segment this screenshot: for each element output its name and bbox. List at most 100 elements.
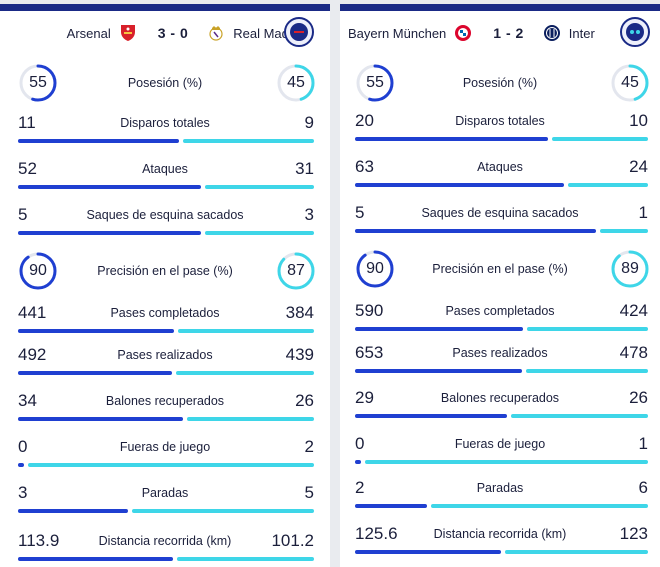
away-stat-value: 6 (638, 478, 648, 497)
home-stat-bar (18, 139, 179, 143)
away-stat-value: 89 (621, 260, 639, 277)
home-stat-bar (18, 463, 24, 467)
home-stat-bar (355, 504, 428, 508)
away-stat-value: 2 (304, 437, 314, 456)
away-stat-bar (187, 417, 314, 421)
home-stat-value: 29 (355, 388, 374, 407)
stat-comparison-bar (18, 139, 314, 143)
home-team-name: Bayern München (348, 25, 447, 41)
home-stat-bar (355, 460, 361, 464)
home-stat-bar (18, 557, 173, 561)
away-stat-value: 87 (287, 262, 305, 279)
stat-comparison-bar (355, 504, 648, 508)
stat-label: Balones recuperados (440, 391, 560, 405)
away-stat-value: 9 (304, 113, 314, 132)
away-stat-ring: 87 (276, 251, 316, 291)
away-stat-ring: 89 (610, 249, 650, 289)
stat-label: Ataques (477, 160, 523, 174)
match-score: 3 - 0 (157, 25, 189, 41)
away-stat-bar (178, 329, 314, 333)
stat-label: Paradas (141, 486, 189, 500)
stat-comparison-bar (18, 329, 314, 333)
stat-label: Disparos totales (455, 114, 545, 128)
stat-label: Saques de esquina sacados (86, 208, 244, 222)
favorite-team-button[interactable] (284, 17, 314, 47)
match-stats-panel-bayern: Bayern München 1 - 2 Inter 55 Posesión (%… (340, 4, 660, 567)
home-stat-ring: 90 (18, 251, 58, 291)
stat-comparison-bar (18, 371, 314, 375)
away-stat-value: 45 (287, 74, 305, 91)
away-stat-bar (525, 369, 648, 373)
home-stat-ring: 55 (18, 63, 58, 103)
home-stat-value: 125.6 (355, 524, 398, 543)
away-stat-value: 123 (619, 524, 648, 543)
stat-label: Fueras de juego (454, 437, 546, 451)
home-stat-bar (355, 369, 522, 373)
away-stat-bar (527, 327, 648, 331)
home-stat-value: 0 (355, 434, 365, 453)
stat-label: Posesión (%) (127, 76, 203, 90)
away-stat-bar (364, 460, 648, 464)
team-badge-icon (626, 23, 644, 41)
favorite-team-button[interactable] (620, 17, 650, 47)
away-stat-bar (551, 137, 648, 141)
away-stat-bar (176, 371, 314, 375)
away-stat-value: 424 (619, 301, 648, 320)
home-stat-value: 5 (355, 203, 365, 222)
inter-crest-icon (543, 24, 561, 42)
stat-comparison-bar (18, 557, 314, 561)
real-madrid-crest-icon (207, 24, 225, 42)
home-stat-value: 11 (18, 113, 36, 132)
stat-comparison-bar (355, 183, 648, 187)
away-stat-value: 384 (285, 303, 314, 322)
home-stat-bar (355, 327, 524, 331)
match-score: 1 - 2 (493, 25, 524, 41)
home-stat-ring: 55 (355, 63, 395, 103)
away-stat-value: 31 (295, 159, 314, 178)
away-stat-bar (182, 139, 314, 143)
panel-top-bar (340, 4, 660, 11)
stat-comparison-bar (355, 460, 648, 464)
home-stat-value: 90 (29, 262, 47, 279)
stat-label: Fueras de juego (119, 440, 211, 454)
home-stat-value: 113.9 (18, 531, 60, 550)
stat-comparison-bar (355, 137, 648, 141)
stat-label: Pases completados (110, 306, 220, 320)
home-stat-bar (18, 329, 175, 333)
away-stat-bar (568, 183, 648, 187)
home-stat-bar (18, 371, 173, 375)
home-stat-bar (355, 137, 548, 141)
stat-label: Precisión en el pase (%) (97, 264, 233, 278)
away-team-name: Inter (568, 25, 595, 41)
home-stat-bar (355, 183, 565, 187)
stat-label: Balones recuperados (105, 394, 225, 408)
stat-label: Distancia recorrida (km) (433, 527, 567, 541)
home-stat-value: 2 (355, 478, 365, 497)
home-stat-value: 0 (18, 437, 28, 456)
home-stat-value: 653 (355, 343, 384, 362)
home-stat-value: 55 (366, 74, 384, 91)
away-stat-value: 1 (638, 434, 648, 453)
home-stat-bar (18, 509, 128, 513)
stat-comparison-bar (18, 231, 314, 235)
stat-label: Distancia recorrida (km) (98, 534, 232, 548)
stat-label: Disparos totales (120, 116, 210, 130)
home-stat-value: 90 (366, 260, 384, 277)
home-stat-value: 63 (355, 157, 374, 176)
home-stat-value: 492 (18, 345, 47, 364)
arsenal-crest-icon (119, 24, 137, 42)
bayern-crest-icon (454, 24, 472, 42)
away-stat-bar (599, 229, 648, 233)
stat-comparison-bar (355, 369, 648, 373)
stat-label: Posesión (%) (462, 76, 538, 90)
stat-label: Precisión en el pase (%) (432, 262, 568, 276)
stat-label: Ataques (142, 162, 188, 176)
stat-label: Pases realizados (117, 348, 213, 362)
away-stat-value: 1 (638, 203, 648, 222)
home-stat-value: 590 (355, 301, 384, 320)
match-header: Arsenal 3 - 0 Real Madrid (0, 11, 330, 55)
stat-comparison-bar (355, 550, 648, 554)
stat-comparison-bar (18, 463, 314, 467)
match-stats-panel-arsenal: Arsenal 3 - 0 Real Madrid 55 Posesión (%)… (0, 4, 330, 567)
team-badge-icon (290, 23, 308, 41)
